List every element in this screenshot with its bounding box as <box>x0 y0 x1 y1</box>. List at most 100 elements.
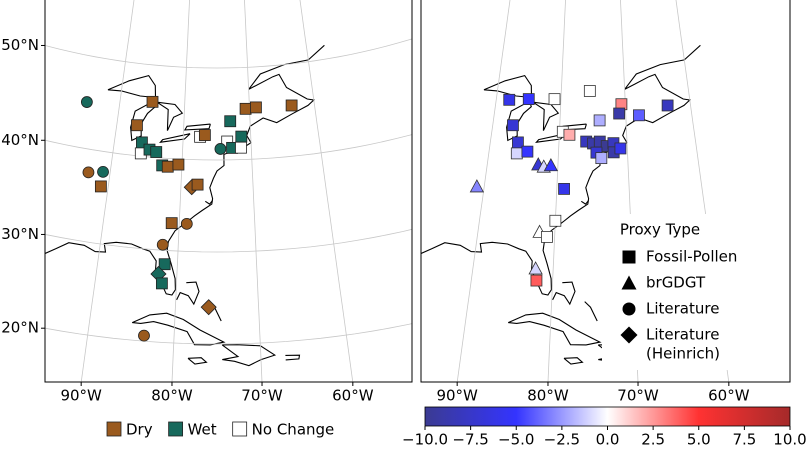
site-marker <box>156 238 169 251</box>
colorbar-tick-label: −10.0 <box>402 431 448 449</box>
lon-label: 90°W <box>436 387 478 405</box>
right-map <box>421 0 730 382</box>
coastline <box>187 357 208 365</box>
legend-marker <box>622 302 636 316</box>
legend-label: Fossil-Pollen <box>646 248 737 266</box>
coastline <box>130 101 156 142</box>
overlay: 90°W 80°W 70°W 60°W 90°W 80°W 70°W 60°W 50°N 40°N… <box>1 36 807 449</box>
site-marker <box>521 145 534 158</box>
site-marker <box>563 128 576 141</box>
coastline <box>176 281 200 306</box>
coastline <box>156 101 184 131</box>
site-marker <box>469 179 485 193</box>
legend-label: Wet <box>188 421 217 439</box>
site-marker <box>503 93 516 106</box>
colorbar <box>424 406 791 427</box>
lat-label: 40°N <box>1 131 39 149</box>
site-marker <box>522 93 535 105</box>
parallel <box>45 38 412 69</box>
parallel <box>45 134 412 161</box>
meridian <box>456 0 511 382</box>
lon-label: 90°W <box>60 387 102 405</box>
site-marker <box>97 165 109 178</box>
site-marker <box>541 231 553 243</box>
coastline <box>183 123 211 131</box>
site-marker <box>549 214 562 227</box>
site-marker <box>593 114 606 127</box>
left-frame <box>44 0 413 383</box>
site-marker <box>530 274 543 287</box>
meridian <box>620 0 639 382</box>
site-marker <box>285 99 298 112</box>
site-marker <box>543 157 559 172</box>
meridian <box>244 0 263 382</box>
colorbar-tick-label: −2.5 <box>544 431 580 449</box>
site-marker <box>235 141 247 154</box>
site-marker <box>548 93 561 106</box>
lon-label: 70°W <box>617 387 659 405</box>
site-marker <box>613 107 626 120</box>
meridian <box>80 0 135 382</box>
legend-swatch <box>106 421 122 437</box>
coastline <box>563 357 584 365</box>
colorbar-tick-label: −5.0 <box>498 431 534 449</box>
coastline <box>204 200 214 205</box>
site-marker <box>131 119 143 132</box>
coastline <box>506 101 532 142</box>
legend-label: No Change <box>252 421 335 439</box>
coastline <box>131 312 226 346</box>
colorbar-tick-label: 10.0 <box>773 431 806 449</box>
site-marker <box>595 152 608 165</box>
coastline <box>221 344 277 367</box>
legend-title: Proxy Type <box>620 221 700 239</box>
legend-label: Literature <box>646 300 719 318</box>
site-marker <box>180 217 193 230</box>
site-marker <box>94 180 107 193</box>
parallel <box>45 228 412 253</box>
site-marker <box>82 166 95 179</box>
meridian <box>299 0 354 382</box>
colorbar-tick-label: −7.5 <box>452 431 488 449</box>
lat-label: 30°N <box>1 225 39 243</box>
meridian <box>547 0 566 382</box>
site-marker <box>165 217 178 230</box>
site-marker <box>200 299 217 316</box>
site-marker <box>633 109 645 122</box>
colorbar-tick-label: 7.5 <box>732 431 756 449</box>
site-marker <box>138 329 150 342</box>
site-marker <box>150 146 163 158</box>
left-map <box>45 0 412 382</box>
site-marker <box>198 129 211 141</box>
right-frame <box>420 0 791 383</box>
colorbar-tick-label: 5.0 <box>687 431 711 449</box>
site-marker <box>250 101 262 114</box>
legend-box <box>602 214 788 370</box>
colorbar-tick-label: 2.5 <box>641 431 665 449</box>
coastline <box>580 200 590 205</box>
legend-swatch <box>168 421 184 437</box>
lon-label: 60°W <box>708 387 750 405</box>
site-marker <box>191 178 204 191</box>
site-marker <box>161 160 174 173</box>
lat-label: 50°N <box>1 36 39 54</box>
lat-label: 20°N <box>1 319 39 337</box>
lon-label: 80°W <box>527 387 569 405</box>
site-marker <box>528 261 543 275</box>
colorbar-tick-label: 0.0 <box>596 431 620 449</box>
site-marker <box>214 143 227 155</box>
coastline <box>552 281 576 306</box>
site-marker <box>558 183 570 195</box>
site-marker <box>614 142 627 155</box>
site-marker <box>155 277 168 290</box>
coastline <box>159 133 191 143</box>
legend-marker <box>621 275 637 290</box>
coastline <box>584 301 598 322</box>
coastline <box>507 312 602 346</box>
legend-label: brGDGT <box>646 274 706 292</box>
coastline <box>285 354 301 361</box>
site-marker <box>510 147 523 160</box>
site-marker <box>239 102 252 115</box>
coastline <box>421 44 701 296</box>
site-marker <box>172 158 185 171</box>
